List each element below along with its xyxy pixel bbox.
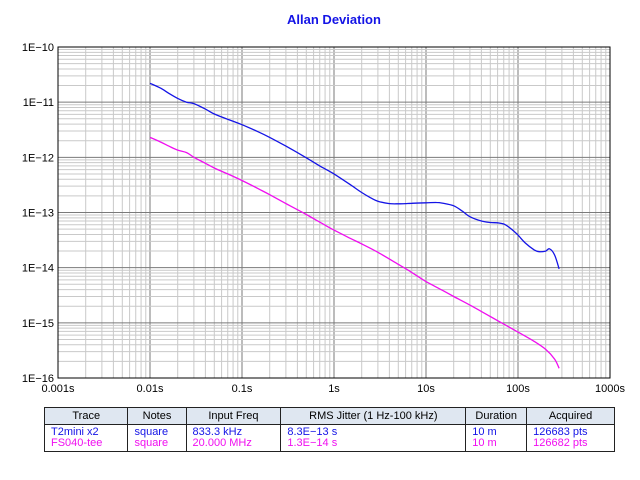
table-body: T2mini x2 square 833.3 kHz 8.3E−13 s 10 m 126… [43,424,615,452]
chart-title: Allan Deviation [287,12,381,27]
y-tick-label: 1E−13 [22,208,54,220]
table-cell: T2mini x2 [43,424,129,438]
x-tick-label: 10s [417,383,435,395]
y-tick-label: 1E−16 [22,373,54,385]
y-tick-label: 1E−12 [22,152,54,164]
series-layer [149,82,560,369]
x-axis-tick-labels: 0.001s 0.01s 0.1s 1s 10s 100s 1000s [41,383,625,395]
y-tick-label: 1E−11 [23,97,54,109]
x-tick-label: 1s [328,383,340,395]
table-cell: 10 m [465,424,528,438]
series-line-1 [149,82,560,270]
table-cell: 10 m [465,438,528,452]
table-cell: 833.3 kHz [185,424,282,438]
grid-lines [57,47,610,379]
series-line-2 [149,136,560,369]
table-cell: 126682 pts [526,438,615,452]
y-tick-label: 1E−15 [22,318,54,330]
plot-frame [57,46,611,379]
trace-summary-table: Trace Notes Input Freq RMS Jitter (1 Hz-100… [43,407,615,452]
table-cell: 20.000 MHz [185,438,282,452]
table-column-header: Notes [127,407,187,425]
table-row: T2mini x2 square 833.3 kHz 8.3E−13 s 10 m 126… [43,424,615,438]
y-axis-tick-labels: 1E−16 1E−15 1E−14 1E−13 1E−12 1E−11 1E−10 [22,42,54,385]
x-tick-label: 0.01s [137,383,164,395]
table-cell: 1.3E−14 s [280,438,467,452]
table-column-header: RMS Jitter (1 Hz-100 kHz) [280,407,467,425]
table-column-header: Duration [465,407,528,425]
table-cell: square [127,424,187,438]
table-cell: 8.3E−13 s [280,424,467,438]
x-tick-label: 0.001s [41,383,75,395]
x-tick-label: 1000s [595,383,625,395]
x-tick-label: 100s [506,383,530,395]
table-header-row: Trace Notes Input Freq RMS Jitter (1 Hz-100… [43,407,615,425]
table-cell: square [127,438,187,452]
allan-deviation-chart: Allan Deviation 0.001s 0.01s 0.1s 1s 10s 100s… [22,12,626,395]
table-cell: 126683 pts [526,424,615,438]
x-tick-label: 0.1s [232,383,253,395]
y-tick-label: 1E−10 [22,42,54,54]
table-column-header: Trace [43,407,129,425]
table-column-header: Input Freq [185,407,282,425]
table-cell: FS040-tee [43,438,129,452]
y-tick-label: 1E−14 [22,263,54,275]
table-column-header: Acquired [526,407,615,425]
table-row: FS040-tee square 20.000 MHz 1.3E−14 s 10 m 12… [43,438,615,452]
